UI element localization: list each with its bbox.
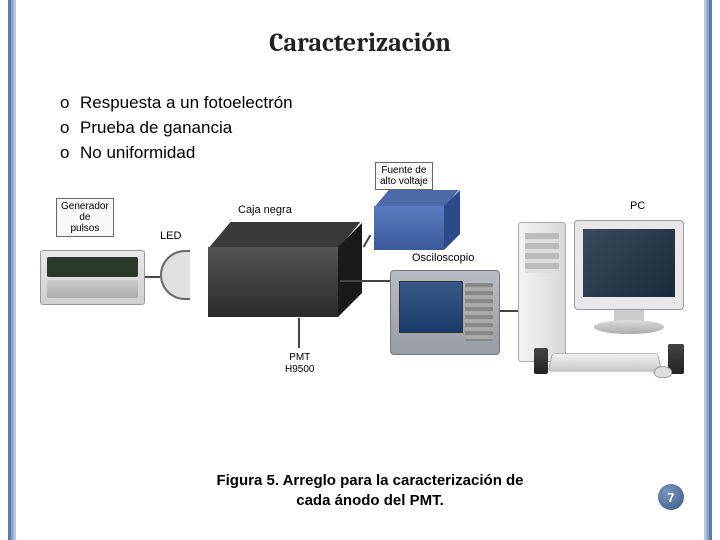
figure-caption: Figura 5. Arreglo para la caracterizació…: [200, 471, 540, 510]
keyboard-icon: [548, 353, 662, 371]
page-number-badge: 7: [658, 484, 684, 510]
led-label: LED: [160, 230, 181, 242]
led-icon: [160, 250, 190, 300]
pulse-generator-label: Generador de pulsos: [56, 198, 114, 237]
bullet-list: Respuesta a un fotoelectrón Prueba de ga…: [60, 92, 293, 167]
oscilloscope-icon: [390, 270, 500, 355]
pulse-generator-icon: [40, 250, 145, 305]
hv-source-icon: [370, 190, 455, 250]
setup-diagram: Generador de pulsos LED Caja negra Fuent…: [40, 180, 690, 410]
bullet-item: No uniformidad: [60, 142, 293, 165]
wire: [145, 276, 160, 278]
speaker-icon: [534, 348, 548, 374]
pc-label: PC: [630, 200, 645, 212]
wire: [298, 318, 300, 348]
bullet-item: Respuesta a un fotoelectrón: [60, 92, 293, 115]
mouse-icon: [654, 366, 672, 378]
oscilloscope-label: Osciloscopio: [412, 252, 474, 264]
pc-tower-icon: [518, 222, 566, 362]
monitor-icon: [574, 220, 684, 340]
black-box-icon: [200, 222, 350, 317]
hv-source-label: Fuente de alto voltaje: [375, 162, 433, 190]
slide-border-left: [8, 0, 16, 540]
black-box-label: Caja negra: [238, 204, 292, 216]
slide-border-right: [704, 0, 712, 540]
slide-title: Caracterización: [0, 28, 720, 58]
wire: [340, 280, 390, 282]
bullet-item: Prueba de ganancia: [60, 117, 293, 140]
pmt-label: PMT H9500: [285, 352, 314, 376]
wire: [500, 310, 518, 312]
